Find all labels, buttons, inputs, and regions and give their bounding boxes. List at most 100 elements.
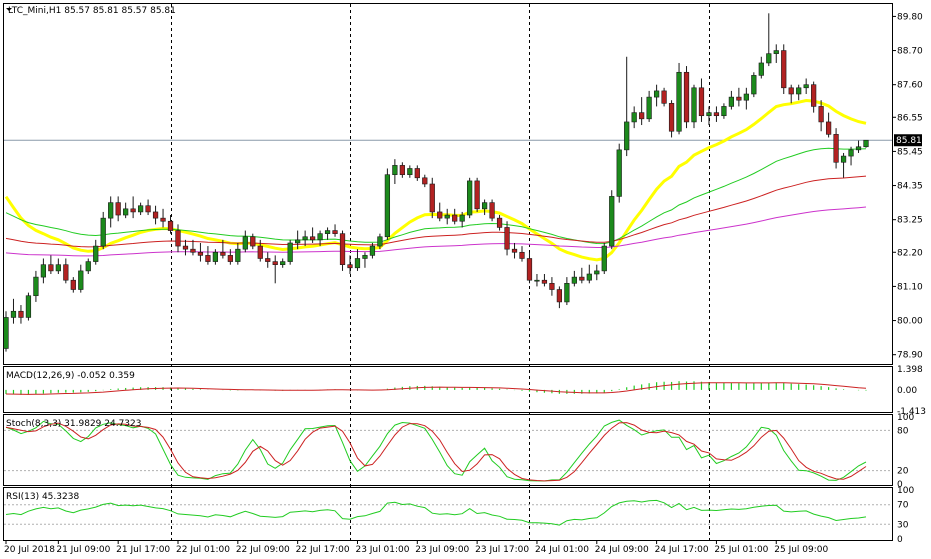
candle[interactable] [751, 72, 757, 98]
macd-panel[interactable] [5, 381, 867, 395]
candle[interactable] [803, 78, 809, 94]
candle[interactable] [818, 100, 824, 132]
candle[interactable] [758, 56, 764, 79]
candle[interactable] [863, 139, 869, 148]
candle[interactable] [33, 270, 39, 302]
candle[interactable] [564, 277, 570, 306]
candle[interactable] [40, 258, 47, 284]
candle[interactable] [317, 230, 323, 247]
candle[interactable] [212, 249, 219, 265]
candle[interactable] [646, 90, 652, 122]
candle[interactable] [78, 264, 84, 293]
candle[interactable] [123, 202, 129, 219]
candle[interactable] [422, 174, 428, 188]
candle[interactable] [362, 252, 368, 268]
candle[interactable] [833, 128, 839, 169]
candle[interactable] [324, 227, 331, 240]
price-panel[interactable] [3, 13, 892, 352]
candle[interactable] [556, 286, 563, 309]
candle[interactable] [369, 242, 376, 259]
candle[interactable] [743, 87, 749, 110]
candle[interactable] [706, 106, 712, 126]
candle[interactable] [63, 258, 69, 284]
candle[interactable] [728, 90, 735, 110]
candle[interactable] [115, 196, 121, 222]
candle[interactable] [100, 211, 106, 250]
candle[interactable] [407, 165, 413, 178]
candle[interactable] [55, 258, 61, 274]
candle[interactable] [848, 146, 854, 166]
candle[interactable] [713, 106, 720, 122]
candles-group[interactable] [3, 13, 869, 352]
candle[interactable] [489, 199, 495, 222]
candle[interactable] [624, 56, 630, 157]
candle[interactable] [788, 84, 794, 104]
candle[interactable] [504, 221, 510, 256]
candle[interactable] [609, 190, 615, 250]
candle[interactable] [160, 208, 166, 228]
candle[interactable] [773, 44, 779, 63]
candle[interactable] [736, 87, 742, 107]
candle[interactable] [339, 230, 346, 271]
candle[interactable] [452, 208, 458, 225]
candle[interactable] [48, 255, 54, 274]
candle[interactable] [526, 252, 533, 284]
stoch-panel[interactable] [4, 419, 892, 482]
candle[interactable] [302, 230, 308, 247]
candle[interactable] [227, 249, 233, 265]
candle[interactable] [459, 211, 465, 228]
candle[interactable] [781, 44, 787, 94]
candle[interactable] [175, 224, 181, 253]
candle[interactable] [519, 246, 525, 262]
candle[interactable] [10, 298, 17, 324]
candle[interactable] [811, 81, 817, 113]
candle[interactable] [796, 84, 802, 101]
candle[interactable] [295, 230, 301, 250]
candle[interactable] [579, 267, 585, 284]
candle[interactable] [467, 177, 473, 219]
candle[interactable] [205, 246, 211, 265]
candle[interactable] [683, 66, 690, 129]
candle[interactable] [721, 103, 727, 119]
candle[interactable] [280, 258, 286, 268]
candle[interactable] [691, 84, 697, 129]
candle[interactable] [354, 249, 361, 271]
candle[interactable] [594, 264, 600, 281]
candle[interactable] [220, 239, 226, 259]
candle[interactable] [257, 239, 263, 262]
candle[interactable] [444, 208, 450, 225]
candle[interactable] [108, 196, 114, 228]
candle[interactable] [698, 78, 705, 122]
candle[interactable] [242, 230, 248, 253]
candle[interactable] [534, 274, 540, 287]
candle[interactable] [167, 215, 174, 234]
candle[interactable] [145, 199, 151, 216]
candle[interactable] [3, 311, 9, 352]
candle[interactable] [639, 97, 645, 126]
candle[interactable] [474, 177, 480, 212]
candle[interactable] [631, 106, 637, 129]
candle[interactable] [541, 274, 548, 287]
candle[interactable] [130, 196, 136, 219]
candle[interactable] [197, 242, 204, 262]
candle[interactable] [377, 233, 383, 250]
candle[interactable] [676, 62, 682, 135]
candle[interactable] [25, 292, 32, 321]
candle[interactable] [429, 177, 435, 219]
candle[interactable] [287, 239, 293, 265]
candle[interactable] [70, 277, 76, 293]
candle[interactable] [766, 13, 772, 67]
candle[interactable] [496, 215, 503, 231]
candle[interactable] [18, 305, 24, 324]
candle[interactable] [601, 242, 607, 274]
candle[interactable] [481, 199, 488, 216]
candle[interactable] [190, 239, 196, 256]
candle[interactable] [511, 242, 518, 259]
candle[interactable] [384, 168, 391, 240]
candle[interactable] [392, 159, 398, 184]
candle[interactable] [182, 239, 189, 256]
candle[interactable] [855, 140, 862, 153]
candle[interactable] [309, 227, 316, 243]
candle[interactable] [437, 202, 443, 222]
